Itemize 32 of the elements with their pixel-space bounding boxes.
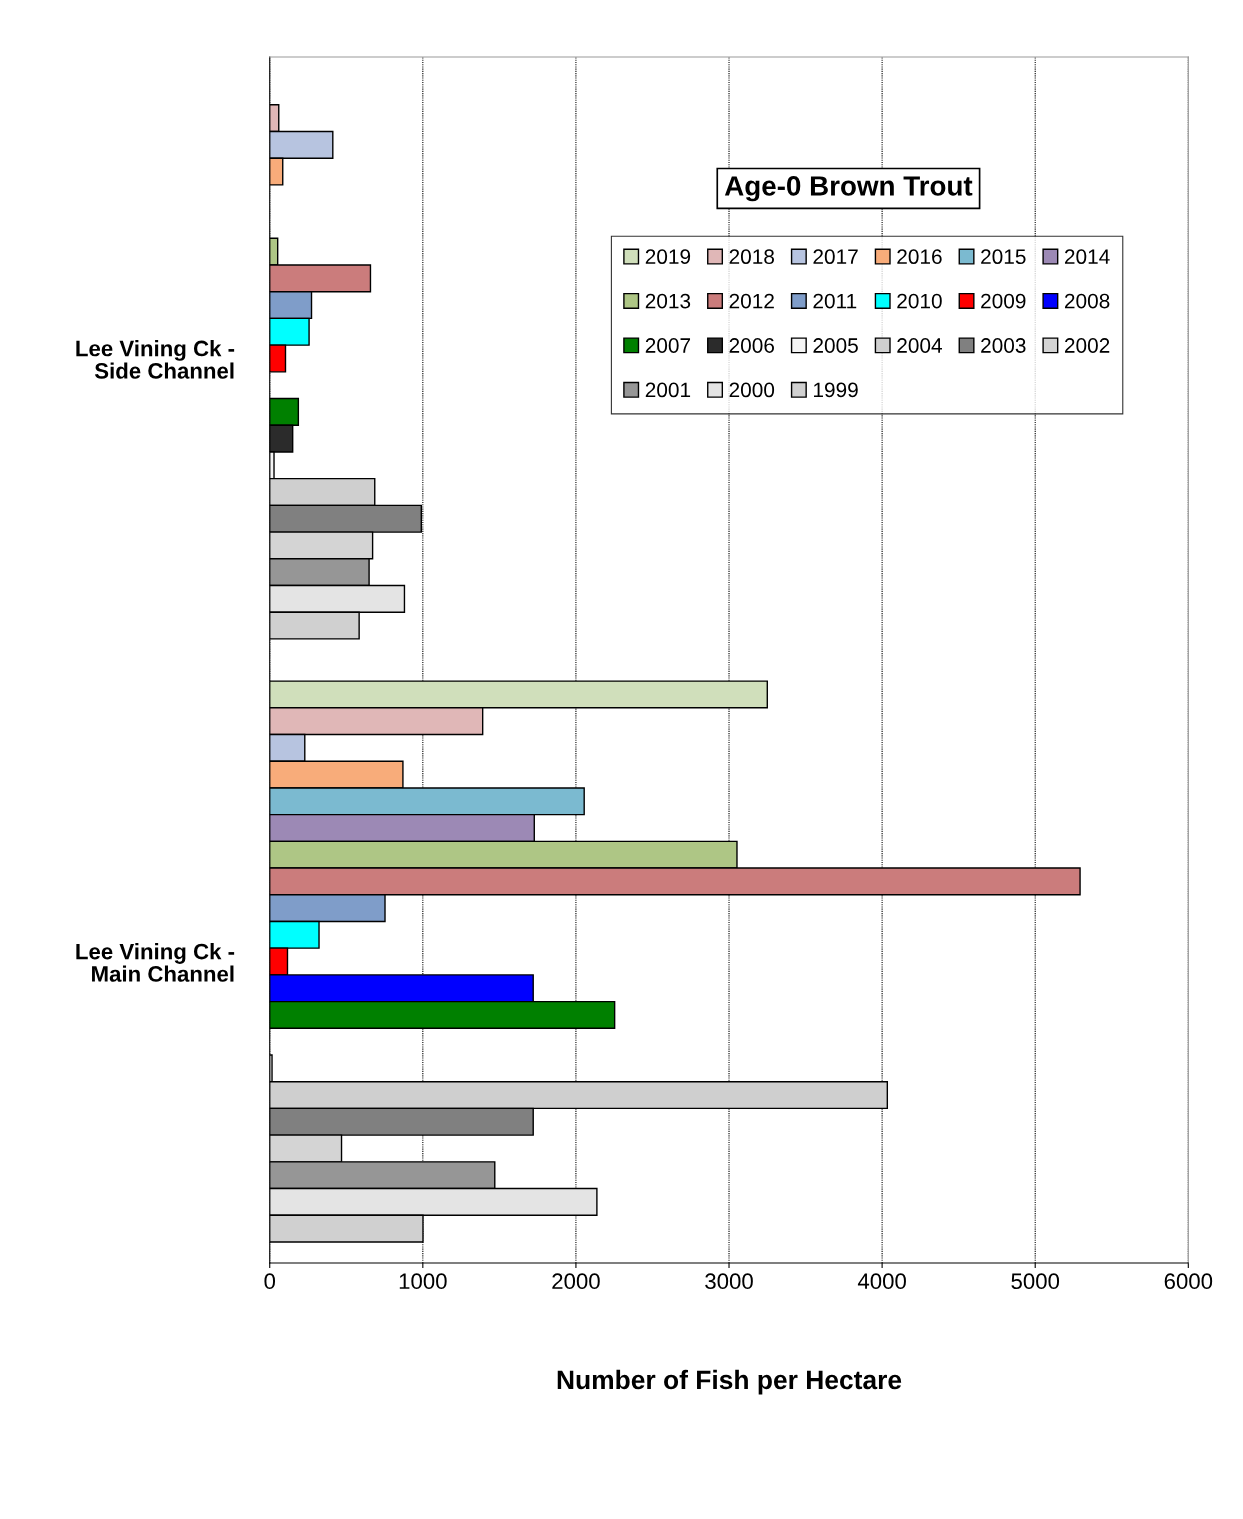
legend-label: 2019 (645, 249, 691, 265)
legend-label: 1999 (814, 382, 858, 398)
x-tick-label: 4000 (857, 1273, 906, 1290)
x-tick-label: 0 (264, 1273, 276, 1290)
x-tick-label: 6000 (1164, 1273, 1213, 1290)
legend-label: 2006 (729, 338, 774, 353)
legend-label: 2017 (813, 249, 858, 265)
legend-label: 2015 (981, 249, 1026, 265)
legend-label: 2011 (813, 293, 857, 309)
legend-label: 2016 (897, 249, 942, 265)
legend-label: 2001 (645, 382, 691, 398)
legend-label: 2013 (645, 293, 691, 309)
legend-label: 2010 (897, 293, 942, 309)
legend-label: 2012 (729, 293, 774, 309)
legend-label: 2000 (729, 382, 775, 398)
legend-label: 2004 (897, 338, 942, 353)
text: Age-0 Brown Trout (724, 176, 973, 202)
legend-label: 2005 (813, 338, 858, 353)
legend-label: 2008 (1064, 293, 1110, 309)
legend-label: 2018 (729, 249, 775, 265)
x-tick-label: 3000 (705, 1273, 753, 1290)
legend-label: 2003 (981, 338, 1026, 353)
legend-label: 2007 (645, 338, 691, 353)
legend-label: 2014 (1064, 249, 1110, 265)
x-tick-label: 5000 (1011, 1273, 1060, 1290)
x-tick-label: 1000 (399, 1273, 447, 1290)
legend-label: 2002 (1064, 338, 1110, 353)
x-axis-title: Number of Fish per Hectare (557, 1369, 902, 1395)
y-tick-label: Lee Vining Ck - Main Channel (76, 943, 235, 982)
x-tick-label: 2000 (552, 1273, 600, 1290)
legend-label: 2009 (981, 293, 1026, 309)
y-tick-label: Lee Vining Ck - Side Channel (76, 340, 235, 379)
